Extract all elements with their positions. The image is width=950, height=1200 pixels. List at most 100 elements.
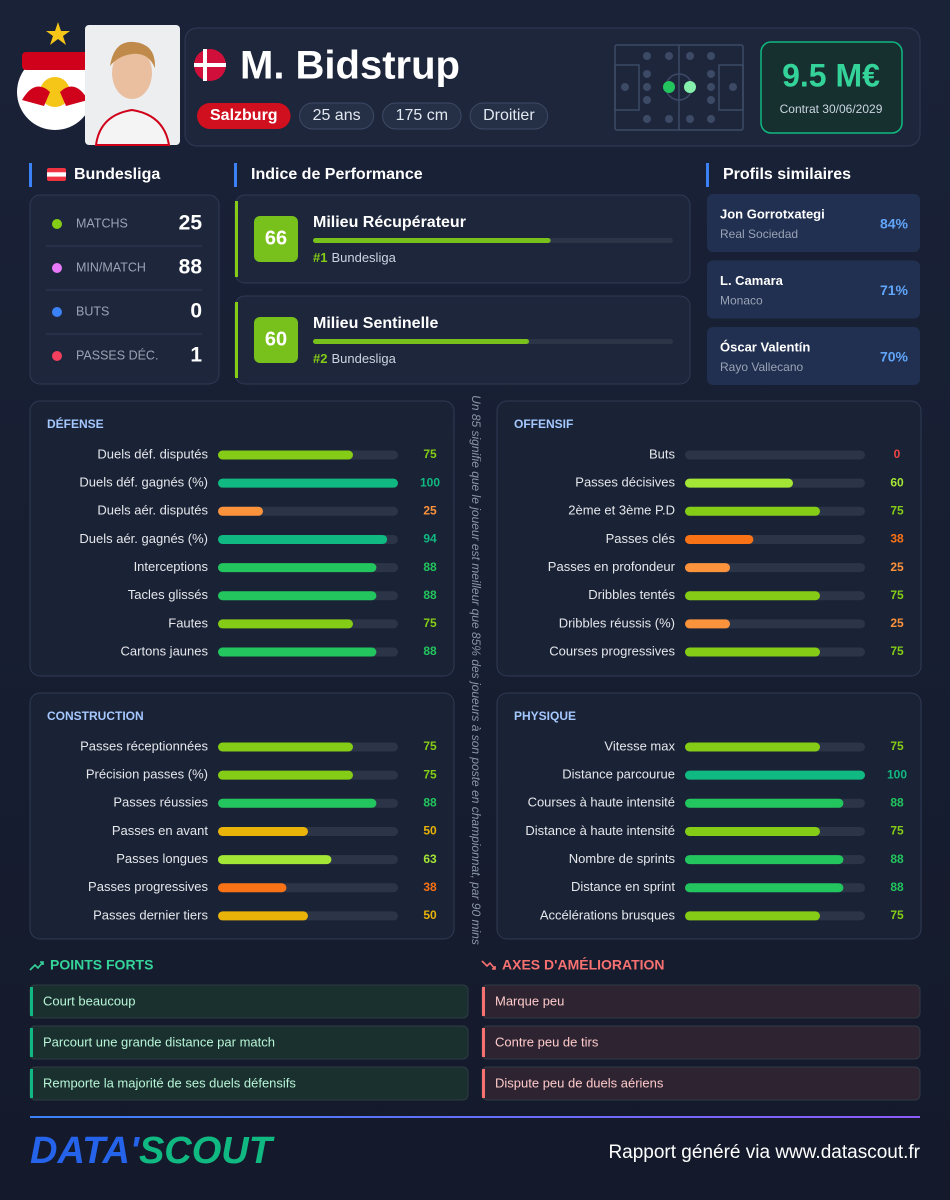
- item-accent: [30, 987, 33, 1016]
- stat-label: PASSES DÉC.: [76, 347, 158, 362]
- score: 60: [265, 328, 287, 350]
- row-value: 88: [423, 560, 437, 574]
- pitch-dots: [621, 52, 737, 123]
- row-bar: [218, 911, 308, 921]
- row-bar: [218, 647, 377, 657]
- stat-value: 0: [190, 300, 202, 323]
- row-label: Dribbles tentés: [588, 587, 675, 602]
- panel-title: CONSTRUCTION: [47, 709, 144, 723]
- row-label: Dribbles réussis (%): [559, 615, 675, 630]
- row-value: 63: [423, 852, 437, 866]
- pill: [469, 102, 549, 130]
- stat-icon: [52, 307, 62, 317]
- row-value: 25: [890, 560, 904, 574]
- row-bar: [218, 506, 263, 516]
- score-bar: [313, 339, 529, 344]
- accent: [234, 163, 237, 187]
- row-bar: [218, 619, 353, 629]
- row-bar: [218, 742, 353, 752]
- row-label: Passes longues: [116, 851, 208, 866]
- row-label: Courses à haute intensité: [528, 795, 675, 810]
- panel-title: PHYSIQUE: [514, 709, 576, 723]
- rank: #1 Bundesliga: [313, 250, 397, 265]
- row-label: Buts: [649, 446, 676, 461]
- row-label: Nombre de sprints: [569, 851, 676, 866]
- row-value: 25: [890, 616, 904, 630]
- row-label: Duels aér. disputés: [97, 503, 208, 518]
- flag-austria: [47, 168, 66, 181]
- item-accent: [30, 1069, 33, 1098]
- row-bar: [218, 534, 388, 544]
- row-bar: [685, 506, 820, 516]
- row-bar: [218, 798, 377, 808]
- accent: [706, 163, 709, 187]
- row-value: 38: [423, 880, 437, 894]
- tag-pill: 25 ans: [313, 107, 361, 124]
- row-label: Distance à haute intensité: [525, 823, 675, 838]
- row-value: 75: [890, 588, 904, 602]
- row-track: [685, 619, 865, 629]
- value-box: [760, 41, 903, 134]
- row-label: Duels déf. disputés: [97, 446, 208, 461]
- row-value: 75: [890, 908, 904, 922]
- row-bar: [685, 534, 754, 544]
- row-bar: [685, 619, 730, 629]
- tag-pill: Droitier: [483, 107, 535, 124]
- row-bar: [685, 798, 844, 808]
- strengths-title: POINTS FORTS: [50, 957, 153, 973]
- row-value: 50: [423, 824, 437, 838]
- score-bar: [313, 238, 551, 243]
- panel-title: OFFENSIF: [514, 417, 573, 431]
- stat-label: MIN/MATCH: [76, 260, 146, 274]
- row-label: Distance en sprint: [571, 879, 675, 894]
- row-value: 88: [423, 588, 437, 602]
- row-bar: [218, 591, 377, 601]
- row-bar: [685, 478, 793, 488]
- row-value: 75: [890, 503, 904, 517]
- row-value: 75: [890, 739, 904, 753]
- improvements-title: AXES D'AMÉLIORATION: [502, 957, 665, 973]
- row-bar: [218, 855, 332, 865]
- stat-label: MATCHS: [76, 216, 128, 230]
- row-value: 75: [890, 824, 904, 838]
- similarity: 70%: [880, 349, 909, 365]
- row-bar: [218, 883, 287, 893]
- row-value: 60: [890, 475, 904, 489]
- row-bar: [218, 563, 377, 573]
- row-label: Passes dernier tiers: [93, 907, 208, 922]
- row-value: 94: [423, 532, 437, 546]
- row-value: 88: [423, 795, 437, 809]
- similarity: 71%: [880, 282, 909, 298]
- item-accent: [30, 1028, 33, 1057]
- similar-card: [707, 194, 920, 252]
- rank-league: Bundesliga: [331, 351, 396, 366]
- player-name: M. Bidstrup: [240, 44, 460, 88]
- row-label: Fautes: [168, 615, 208, 630]
- row-label: Courses progressives: [549, 643, 675, 658]
- row-bar: [685, 647, 820, 657]
- stat-panel: [29, 692, 455, 940]
- accent: [29, 163, 32, 187]
- row-label: Passes en avant: [112, 823, 209, 838]
- row-label: Duels aér. gagnés (%): [79, 531, 208, 546]
- row-label: Cartons jaunes: [121, 643, 209, 658]
- row-bar: [218, 478, 398, 488]
- row-value: 88: [890, 795, 904, 809]
- row-bar: [685, 826, 820, 836]
- trend-up-icon: [29, 961, 44, 971]
- item-accent: [482, 1028, 485, 1057]
- row-label: Passes clés: [606, 531, 676, 546]
- similar-club: Rayo Vallecano: [720, 360, 803, 374]
- row-label: Vitesse max: [604, 738, 675, 753]
- item-text: Marque peu: [495, 993, 564, 1008]
- similarity: 84%: [880, 216, 909, 232]
- score: 66: [265, 227, 287, 249]
- item-text: Parcourt une grande distance par match: [43, 1034, 275, 1049]
- footer-text: Rapport généré via www.datascout.fr: [608, 1142, 920, 1163]
- stat-value: 25: [179, 212, 203, 235]
- row-value: 50: [423, 908, 437, 922]
- row-label: 2ème et 3ème P.D: [568, 503, 675, 518]
- row-value: 88: [890, 880, 904, 894]
- row-bar: [685, 770, 865, 780]
